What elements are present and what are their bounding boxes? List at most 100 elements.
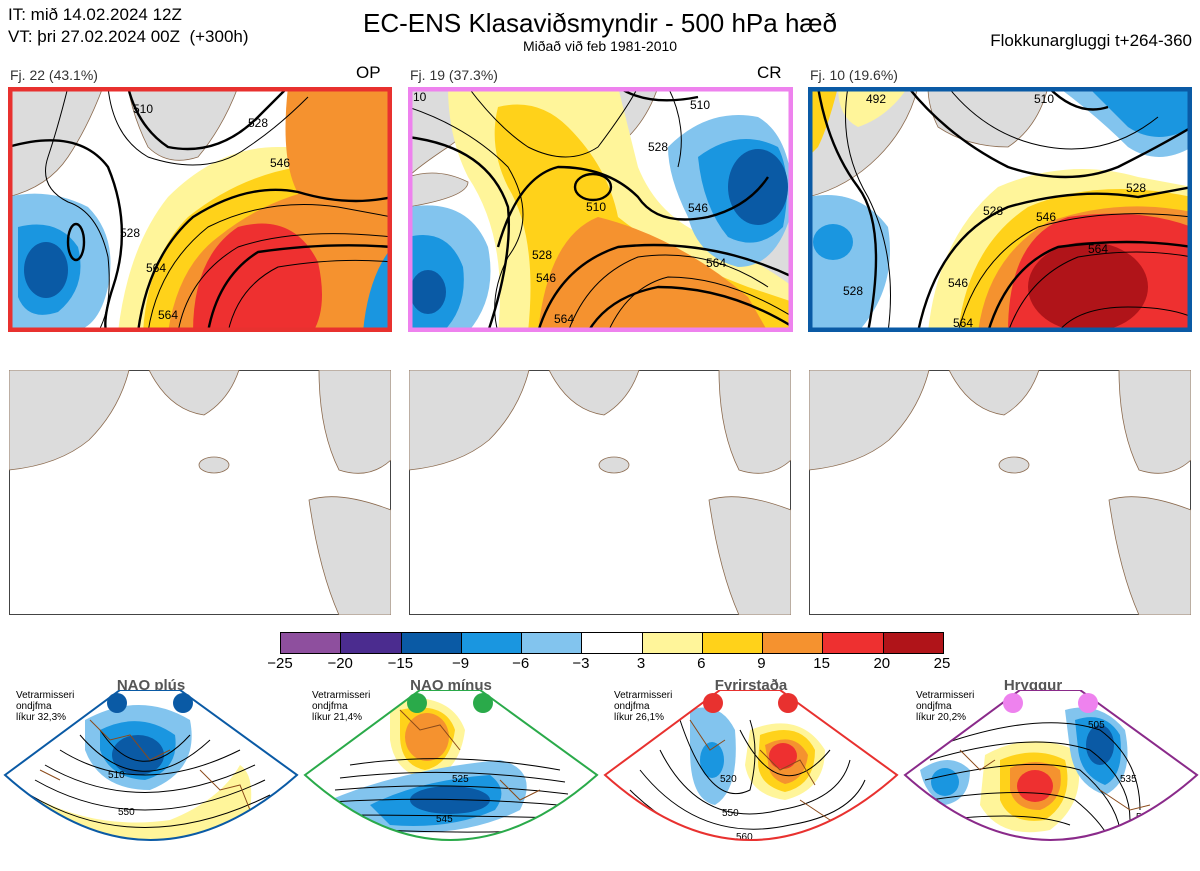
regime-dot-icon [1003,693,1023,713]
colorbar-swatch [341,633,402,653]
regime-2-note: Vetrarmisseri ondjfma líkur 21,4% [312,690,370,723]
cluster-map-1: 510 528 564 564 528 546 [8,87,392,332]
regime-map-2: 525 545 565 [303,690,599,861]
panel-1-tag: OP [356,63,381,82]
regime-note-line: ondjfma [16,701,52,712]
regime-2-dots [407,693,493,713]
regime-dot-icon [1078,693,1098,713]
contour-label: 510 [690,98,710,112]
contour-label: 546 [1036,210,1056,224]
regime-1-dots [107,693,193,713]
colorbar-swatch [582,633,643,653]
colorbar-swatch [522,633,583,653]
colorbar-tick-label: 9 [757,655,766,672]
contour-label: 550 [722,808,739,819]
regime-1-outline [3,690,299,841]
contour-label: 564 [554,312,574,326]
regime-note-line: Vetrarmisseri [16,690,75,701]
contour-label: 510 [133,102,153,116]
colorbar-swatch [461,633,523,653]
regime-map-4: 505 535 560 [903,690,1199,841]
colorbar-swatch [763,633,824,653]
page-title: EC-ENS Klasaviðsmyndir - 500 hPa hæð [363,8,837,38]
empty-map-3 [809,370,1191,615]
regime-note-line: líkur 20,2% [916,712,967,723]
colorbar-tick-label: −15 [387,655,414,672]
regime-note-line: ondjfma [312,701,348,712]
regime-2-outline [303,690,599,841]
contour-label: 564 [158,308,178,322]
contour-label: 510 [1034,92,1054,106]
regime-4-outline [903,690,1199,841]
regime-dot-icon [173,693,193,713]
regime-note-line: ondjfma [614,701,650,712]
panel-2-border [408,87,793,332]
colorbar-tick-label: 25 [933,655,951,672]
regime-note-line: Vetrarmisseri [916,690,975,701]
contour-label: 564 [706,256,726,270]
colorbar-tick-label: −9 [451,655,470,672]
panel-2-label: Fj. 19 (37.3%) [410,67,498,83]
contour-label: 528 [532,248,552,262]
panel-2-tag: CR [757,63,782,82]
regime-note-line: ondjfma [916,701,952,712]
regime-4-note: Vetrarmisseri ondjfma líkur 20,2% [916,690,974,723]
colorbar-swatch [642,633,703,653]
contour-label: 510 [586,200,606,214]
contour-label: 560 [736,832,753,843]
colorbar-tick-label: −25 [267,655,293,672]
contour-label: 492 [866,92,886,106]
colorbar-tick-label: 20 [873,655,891,672]
page-subtitle: Miðað við feb 1981-2010 [522,38,678,54]
colorbar [280,632,944,654]
regime-map-1: 510 550 [3,690,299,841]
contour-label: 535 [1120,774,1137,785]
contour-label: 528 [120,226,140,240]
cluster-map-2: 10 510 510 528 528 546 546 564 564 [408,87,793,332]
regime-note-line: líkur 32,3% [16,712,67,723]
regime-dot-icon [407,693,427,713]
contour-label: 528 [843,284,863,298]
colorbar-tick-label: 15 [813,655,830,672]
colorbar-tick-label: 3 [636,655,646,672]
contour-label: 546 [270,156,290,170]
classification-window: Flokkunargluggi t+264-360 [990,31,1192,50]
colorbar-ticks: −25 −20 −15 −9 −6 −3 3 6 9 15 20 25 [250,655,970,675]
regime-3-dots [703,693,798,713]
colorbar-tick-label: −3 [572,655,590,672]
colorbar-swatch [883,633,943,653]
contour-label: 545 [436,814,453,825]
contour-label: 546 [688,201,708,215]
contour-label: 505 [1088,720,1105,731]
regime-1-note: Vetrarmisseri ondjfma líkur 32,3% [16,690,74,723]
colorbar-tick-label: 6 [697,655,706,672]
regime-dot-icon [107,693,127,713]
regime-dot-icon [703,693,723,713]
contour-label: 510 [108,770,125,781]
empty-map-2 [409,370,791,615]
contour-label: 550 [118,807,135,818]
contour-label: 520 [720,774,737,785]
contour-label: 565 [446,850,463,861]
regime-dot-icon [473,693,493,713]
regime-note-line: Vetrarmisseri [312,690,371,701]
regime-note-line: Vetrarmisseri [614,690,673,701]
colorbar-tick-label: −6 [512,655,530,672]
colorbar-tick-label: −20 [327,655,353,672]
contour-label: 528 [983,204,1003,218]
header-left: IT: mið 14.02.2024 12Z VT: þri 27.02.202… [8,4,249,48]
contour-label: 546 [948,276,968,290]
contour-label: 528 [648,140,668,154]
contour-label: 525 [452,774,469,785]
contour-label: 564 [953,316,973,330]
regime-3-outline [603,690,899,841]
issue-time: IT: mið 14.02.2024 12Z [8,5,182,24]
cluster-map-3: 492 510 528 528 528 546 546 564 564 [808,87,1192,332]
colorbar-swatch [401,633,462,653]
panel-1-border [8,87,392,332]
panel-3-border [808,87,1192,332]
regime-map-3: 520 550 560 [603,690,899,843]
panel-1-label: Fj. 22 (43.1%) [10,67,98,83]
colorbar-swatch [281,633,342,653]
contour-label: 528 [248,116,268,130]
